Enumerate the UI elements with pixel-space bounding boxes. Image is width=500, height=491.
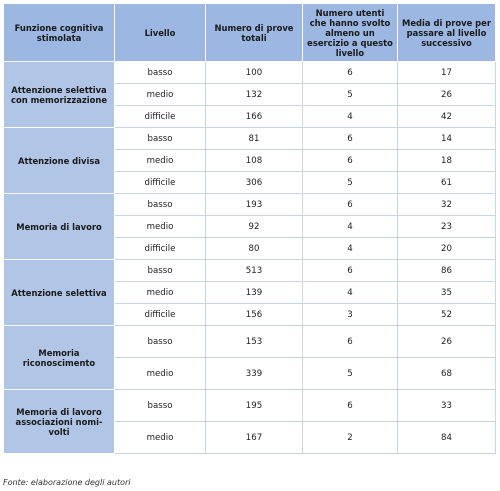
- average-cell: 61: [397, 171, 496, 194]
- users-cell: 5: [302, 171, 398, 194]
- total-trials-cell: 108: [205, 149, 303, 172]
- users-cell: 6: [302, 149, 398, 172]
- table-row: Attenzione divisa basso 81 6 14: [3, 127, 496, 194]
- level-cell: difficile: [114, 105, 206, 128]
- function-name-cell: Attenzione selettiva: [3, 259, 115, 326]
- table-row: difficile 156 3 52: [4, 303, 496, 326]
- total-trials-cell: 139: [205, 281, 303, 304]
- users-cell: 4: [302, 105, 398, 128]
- level-cell: difficile: [114, 237, 206, 260]
- users-cell: 4: [302, 281, 398, 304]
- level-cell: basso: [114, 259, 206, 282]
- header-total-trials: Numero di prove totali: [205, 3, 303, 62]
- users-cell: 2: [302, 421, 398, 454]
- table-row: medio 92 4 23: [4, 215, 496, 238]
- total-trials-cell: 513: [205, 259, 303, 282]
- level-cell: basso: [114, 127, 206, 150]
- table-row: difficile 306 5 61: [4, 171, 496, 194]
- average-cell: 68: [397, 357, 496, 390]
- total-trials-cell: 166: [205, 105, 303, 128]
- average-cell: 23: [397, 215, 496, 238]
- average-cell: 18: [397, 149, 496, 172]
- table-row: Memoria di lavoro basso 193 6 32: [3, 193, 496, 260]
- function-name-cell: Memoria riconoscimento: [3, 325, 115, 390]
- function-name-cell: Memoria di lavoro associazioni nomi-volt…: [3, 389, 115, 454]
- level-cell: difficile: [114, 303, 206, 326]
- average-cell: 26: [397, 325, 496, 358]
- users-cell: 5: [302, 357, 398, 390]
- total-trials-cell: 339: [205, 357, 303, 390]
- table-row: Memoria riconoscimento basso 153 6 26: [3, 325, 496, 390]
- total-trials-cell: 80: [205, 237, 303, 260]
- table-body: Attenzione selettiva con memorizzazione b…: [3, 61, 496, 454]
- level-cell: medio: [114, 149, 206, 172]
- table-row: Attenzione selettiva con memorizzazione b…: [3, 61, 496, 128]
- table-row: medio 108 6 18: [4, 149, 496, 172]
- level-cell: basso: [114, 389, 206, 422]
- table-row: Memoria di lavoro associazioni nomi-volt…: [3, 389, 496, 454]
- users-cell: 5: [302, 83, 398, 106]
- header-function: Funzione cognitiva stimolata: [3, 3, 115, 62]
- users-cell: 6: [302, 259, 398, 282]
- total-trials-cell: 195: [205, 389, 303, 422]
- table-row: difficile 166 4 42: [4, 105, 496, 128]
- header-row: Funzione cognitiva stimolata Livello Num…: [3, 3, 496, 62]
- function-name-cell: Attenzione divisa: [3, 127, 115, 194]
- average-cell: 26: [397, 83, 496, 106]
- average-cell: 84: [397, 421, 496, 454]
- total-trials-cell: 193: [205, 193, 303, 216]
- total-trials-cell: 81: [205, 127, 303, 150]
- users-cell: 4: [302, 215, 398, 238]
- users-cell: 6: [302, 325, 398, 358]
- table-row: medio 339 5 68: [4, 357, 496, 390]
- average-cell: 32: [397, 193, 496, 216]
- total-trials-cell: 100: [205, 61, 303, 84]
- function-name-cell: Memoria di lavoro: [3, 193, 115, 260]
- total-trials-cell: 306: [205, 171, 303, 194]
- total-trials-cell: 132: [205, 83, 303, 106]
- source-note: Fonte: elaborazione degli autori: [3, 478, 131, 487]
- average-cell: 52: [397, 303, 496, 326]
- data-table-container: Funzione cognitiva stimolata Livello Num…: [3, 3, 496, 454]
- users-cell: 4: [302, 237, 398, 260]
- header-users: Numero utenti che hanno svolto almeno un…: [302, 3, 398, 62]
- level-cell: basso: [114, 61, 206, 84]
- level-cell: medio: [114, 215, 206, 238]
- table-row: Attenzione selettiva basso 513 6 86: [3, 259, 496, 326]
- total-trials-cell: 167: [205, 421, 303, 454]
- average-cell: 17: [397, 61, 496, 84]
- average-cell: 35: [397, 281, 496, 304]
- average-cell: 86: [397, 259, 496, 282]
- level-cell: medio: [114, 281, 206, 304]
- header-average: Media di prove per passare al livello su…: [397, 3, 496, 62]
- table-row: medio 167 2 84: [4, 421, 496, 454]
- level-cell: basso: [114, 193, 206, 216]
- function-name-cell: Attenzione selettiva con memorizzazione: [3, 61, 115, 128]
- users-cell: 3: [302, 303, 398, 326]
- level-cell: medio: [114, 357, 206, 390]
- users-cell: 6: [302, 127, 398, 150]
- cognitive-functions-table: Funzione cognitiva stimolata Livello Num…: [3, 3, 496, 454]
- total-trials-cell: 92: [205, 215, 303, 238]
- users-cell: 6: [302, 61, 398, 84]
- level-cell: basso: [114, 325, 206, 358]
- level-cell: medio: [114, 421, 206, 454]
- average-cell: 20: [397, 237, 496, 260]
- average-cell: 33: [397, 389, 496, 422]
- level-cell: medio: [114, 83, 206, 106]
- average-cell: 14: [397, 127, 496, 150]
- average-cell: 42: [397, 105, 496, 128]
- total-trials-cell: 153: [205, 325, 303, 358]
- total-trials-cell: 156: [205, 303, 303, 326]
- level-cell: difficile: [114, 171, 206, 194]
- users-cell: 6: [302, 389, 398, 422]
- header-level: Livello: [114, 3, 206, 62]
- users-cell: 6: [302, 193, 398, 216]
- table-row: difficile 80 4 20: [4, 237, 496, 260]
